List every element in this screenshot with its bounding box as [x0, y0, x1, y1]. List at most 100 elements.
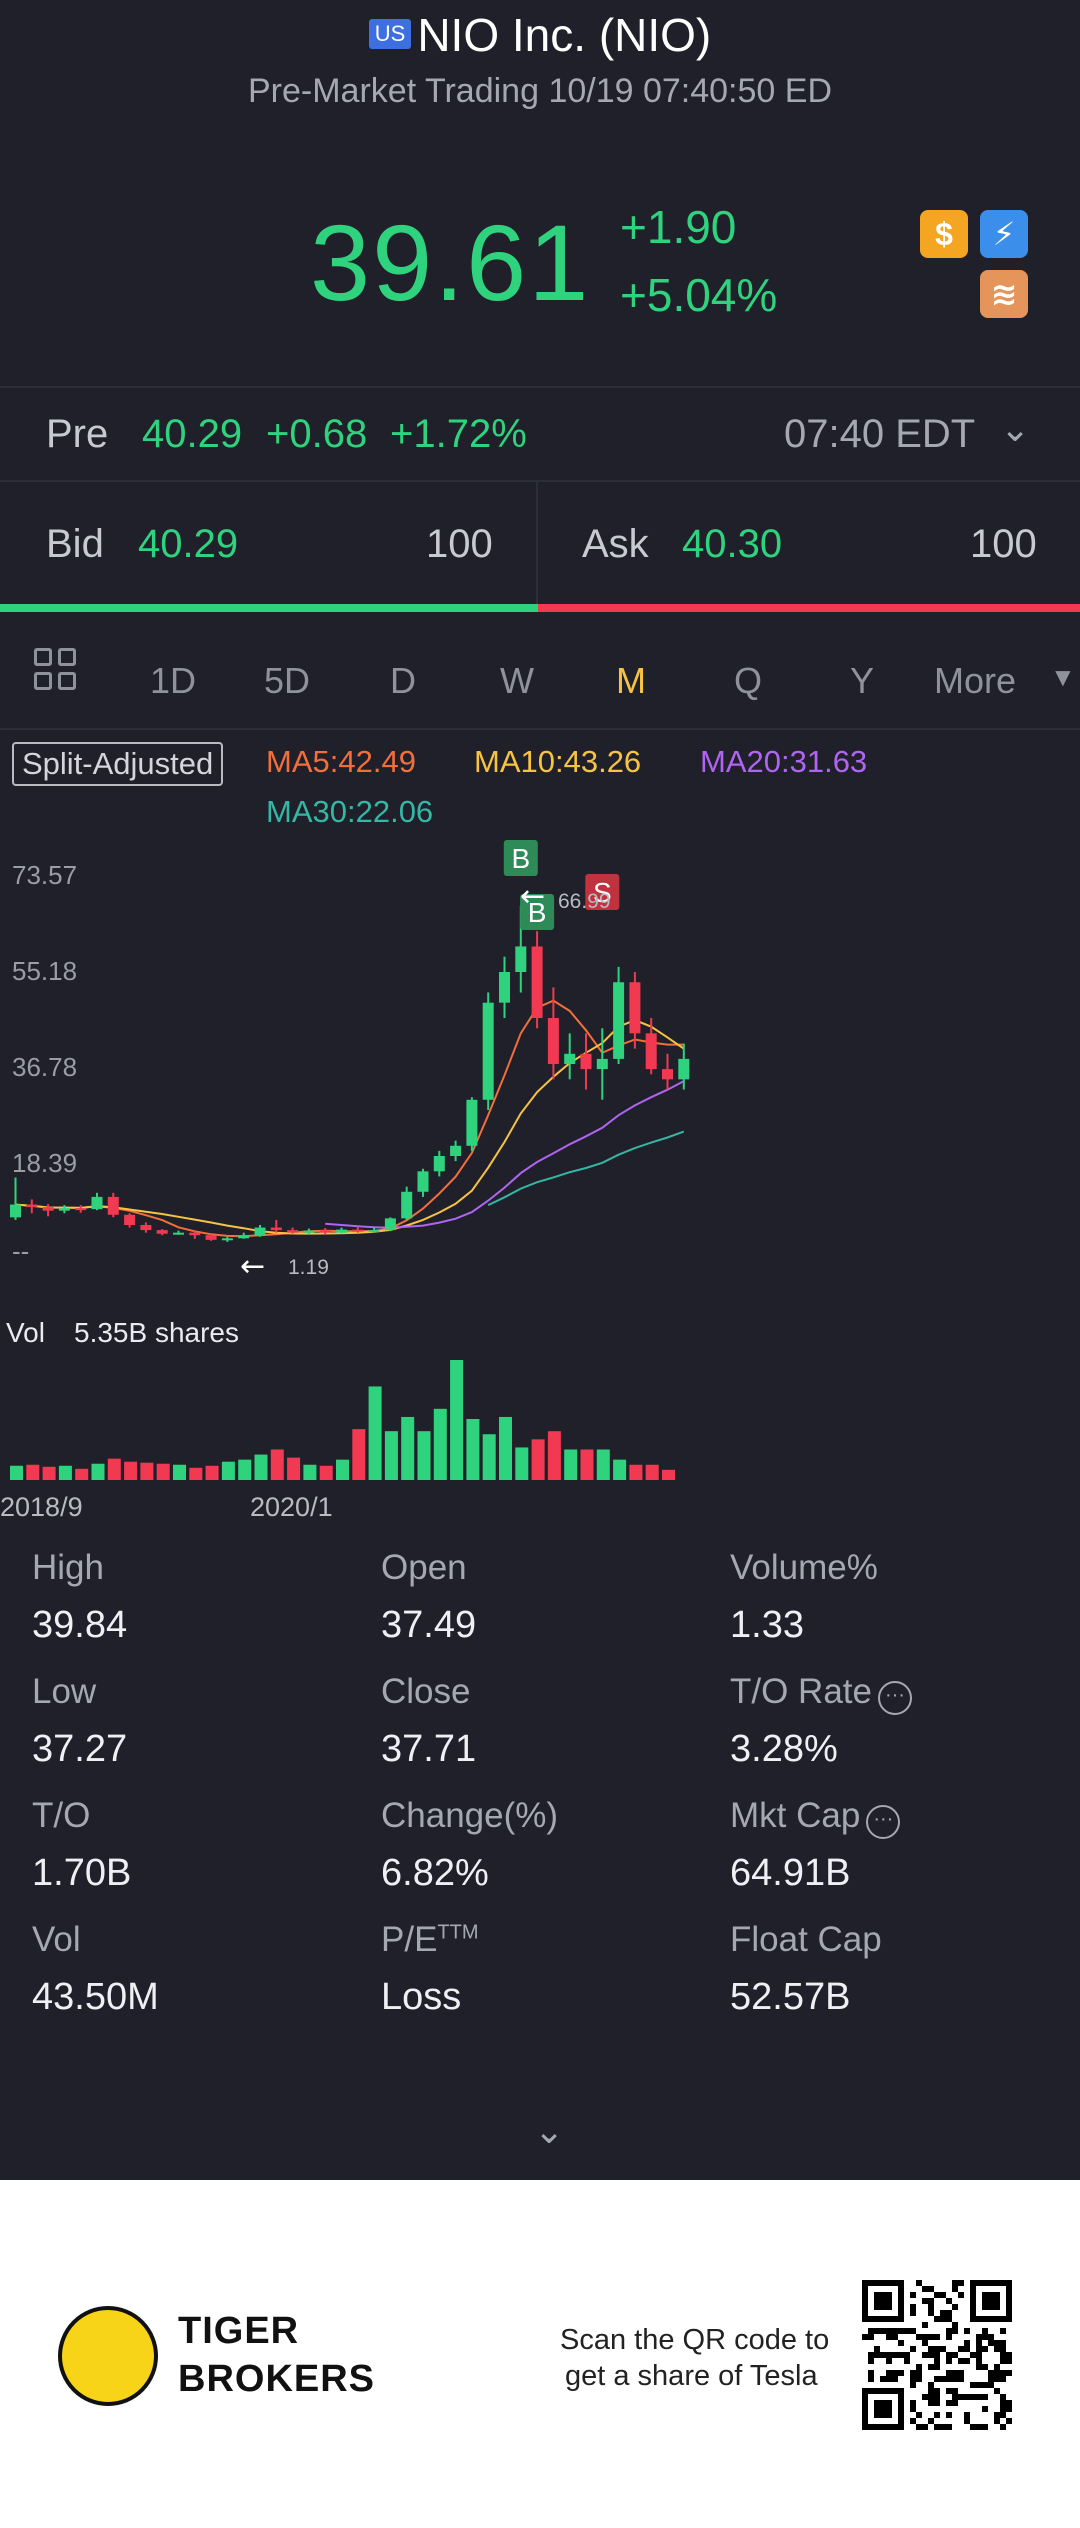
qr-module: [970, 2394, 976, 2400]
candle-body: [547, 1018, 559, 1065]
dollar-icon[interactable]: $: [920, 210, 968, 258]
candle-body: [205, 1235, 217, 1240]
candle-body: [140, 1225, 152, 1231]
expand-chevron-icon[interactable]: ⌄: [534, 2110, 565, 2151]
stock-detail-screen: US NIO Inc. (NIO) Pre-Market Trading 10/1…: [0, 0, 1080, 2180]
qr-module: [976, 2394, 982, 2400]
qr-module: [904, 2358, 910, 2364]
candle-body: [433, 1156, 445, 1172]
qr-module: [982, 2406, 988, 2412]
qr-module: [982, 2424, 988, 2430]
volume-bar: [140, 1462, 154, 1480]
bid-ask-row: Bid 40.29 100 Ask 40.30 100: [0, 482, 1080, 604]
qr-module: [928, 2346, 934, 2352]
chevron-down-icon[interactable]: ⌄: [1000, 408, 1031, 449]
qr-module: [910, 2376, 916, 2382]
candle-body: [645, 1033, 657, 1070]
ma30-line: [487, 1130, 685, 1207]
qr-module: [934, 2388, 940, 2394]
stat-label-to-rate: T/O Rate ···: [730, 1672, 912, 1715]
qr-module: [922, 2424, 928, 2430]
tab-more[interactable]: More: [934, 660, 1017, 701]
volume-bar: [580, 1449, 594, 1480]
qr-module: [988, 2376, 994, 2382]
divider: [0, 480, 1080, 482]
tab-day[interactable]: D: [390, 660, 416, 701]
qr-module: [934, 2376, 940, 2382]
last-price: 39.61: [310, 202, 591, 323]
qr-module: [910, 2382, 916, 2388]
qr-module: [1006, 2358, 1012, 2364]
qr-module: [988, 2382, 994, 2388]
volume-bar: [336, 1459, 349, 1480]
candle-body: [352, 1229, 364, 1232]
qr-module: [916, 2364, 922, 2370]
qr-module: [946, 2328, 952, 2334]
qr-module: [922, 2286, 928, 2292]
qr-module: [874, 2400, 892, 2418]
tab-year[interactable]: Y: [850, 660, 875, 701]
layers-icon[interactable]: ≋: [980, 270, 1028, 318]
chart-layout-icon[interactable]: [34, 648, 78, 692]
qr-module: [898, 2328, 904, 2334]
y-tick-label: 73.57: [12, 860, 77, 890]
candle-body: [515, 946, 527, 973]
volume-bar: [107, 1458, 121, 1480]
qr-module: [928, 2400, 934, 2406]
stock-name: NIO Inc. (NIO): [417, 9, 712, 61]
ma20-line: [325, 1080, 685, 1229]
qr-module: [1000, 2424, 1006, 2430]
volume-bar: [417, 1431, 431, 1480]
qr-module: [868, 2370, 874, 2376]
split-adjusted-button[interactable]: Split-Adjusted: [12, 742, 224, 786]
qr-module: [952, 2394, 958, 2400]
qr-module: [958, 2394, 964, 2400]
candle-body: [124, 1214, 136, 1226]
stat-value-to-rate: 3.28%: [730, 1728, 838, 1770]
qr-module: [910, 2370, 916, 2376]
info-icon[interactable]: ···: [877, 1681, 912, 1715]
qr-module: [934, 2412, 940, 2418]
stat-label-text: Mkt Cap: [730, 1796, 861, 1835]
qr-module: [904, 2328, 910, 2334]
info-icon[interactable]: ···: [866, 1805, 901, 1839]
tab-1d[interactable]: 1D: [150, 660, 197, 701]
qr-module: [862, 2334, 868, 2340]
stat-label-open: Open: [381, 1548, 467, 1587]
tab-week[interactable]: W: [500, 660, 534, 701]
qr-module: [904, 2352, 910, 2358]
qr-module: [952, 2322, 958, 2328]
qr-module: [886, 2328, 892, 2334]
stat-label-change-pct: Change(%): [381, 1796, 559, 1835]
volume-bar: [124, 1461, 138, 1480]
qr-module: [982, 2394, 988, 2400]
candlestick-chart[interactable]: BB S 73.57 55.18 36.78 18.39 -- 66.99 ← ←…: [0, 840, 1080, 1520]
qr-module: [958, 2280, 964, 2286]
qr-module: [874, 2328, 880, 2334]
flash-icon[interactable]: ⚡: [980, 210, 1028, 258]
caret-down-icon[interactable]: ▼: [1050, 662, 1076, 692]
premarket-row[interactable]: Pre 40.29 +0.68 +1.72% 07:40 EDT ⌄: [0, 388, 1080, 480]
qr-module: [958, 2358, 964, 2364]
qr-module: [982, 2346, 988, 2352]
qr-module: [940, 2310, 946, 2316]
tab-month[interactable]: M: [616, 660, 646, 701]
volume-bar: [10, 1465, 23, 1480]
qr-module: [970, 2352, 976, 2358]
qr-module: [898, 2352, 904, 2358]
qr-module: [1000, 2358, 1006, 2364]
stat-value-close: 37.71: [381, 1728, 477, 1770]
qr-module: [988, 2340, 994, 2346]
qr-module: [868, 2328, 874, 2334]
qr-module: [982, 2364, 988, 2370]
candle-body: [221, 1238, 233, 1241]
qr-module: [946, 2316, 952, 2322]
stat-label-high: High: [32, 1548, 104, 1587]
qr-module: [880, 2328, 886, 2334]
qr-module: [964, 2394, 970, 2400]
tab-quarter[interactable]: Q: [734, 660, 763, 701]
qr-module: [958, 2370, 964, 2376]
tab-5d[interactable]: 5D: [264, 660, 311, 701]
stat-value-float-cap: 52.57B: [730, 1976, 851, 2018]
header: US NIO Inc. (NIO) Pre-Market Trading 10/1…: [0, 0, 1080, 130]
